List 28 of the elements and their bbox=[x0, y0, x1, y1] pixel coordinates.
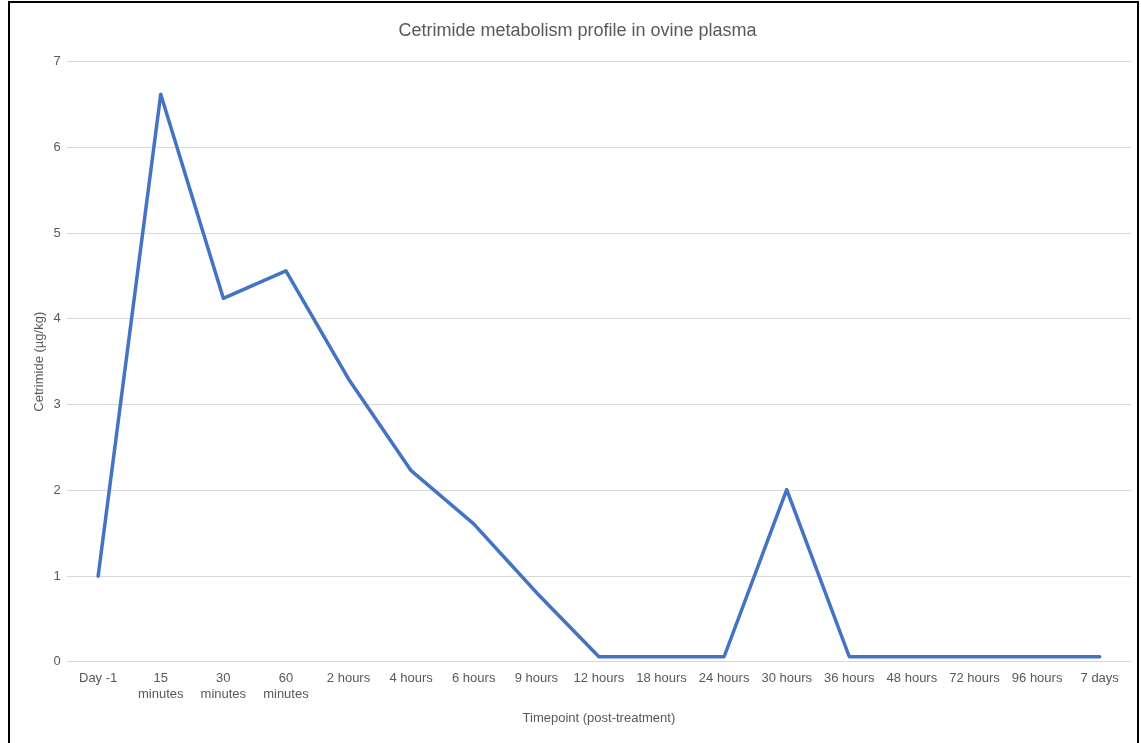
x-tick-label: 24 hours bbox=[698, 669, 750, 685]
y-tick-label: 7 bbox=[53, 53, 61, 69]
x-tick-label: 6 hours bbox=[452, 669, 496, 685]
x-tick-label: 7 days bbox=[1080, 669, 1120, 685]
y-axis-title: Cetrimide (µg/kg) bbox=[31, 311, 47, 412]
x-axis-title: Timepoint (post-treatment) bbox=[522, 709, 676, 725]
y-tick-label: 3 bbox=[53, 396, 61, 412]
x-tick-label: 9 hours bbox=[514, 669, 559, 685]
x-tick-label: 36 hours bbox=[824, 669, 876, 685]
x-tick-label: 30 minutes bbox=[200, 669, 247, 701]
x-tick-label: 18 hours bbox=[636, 669, 688, 685]
x-tick-label: 2 hours bbox=[326, 669, 371, 685]
x-tick-label: 72 hours bbox=[949, 669, 1001, 685]
x-tick-label: 60 minutes bbox=[263, 669, 310, 701]
y-tick-label: 5 bbox=[53, 224, 61, 240]
y-tick-label: 2 bbox=[53, 481, 61, 497]
y-tick-label: 6 bbox=[53, 138, 61, 154]
x-tick-label: 15 minutes bbox=[137, 669, 184, 701]
chart-title: Cetrimide metabolism profile in ovine plasma bbox=[398, 19, 758, 40]
x-tick-label: 96 hours bbox=[1011, 669, 1063, 685]
x-tick-label: Day -1 bbox=[78, 669, 118, 685]
y-tick-label: 4 bbox=[53, 310, 61, 326]
x-tick-label: 12 hours bbox=[573, 669, 625, 685]
x-tick-label: 4 hours bbox=[389, 669, 434, 685]
y-tick-label: 0 bbox=[53, 653, 61, 669]
x-tick-label: 48 hours bbox=[886, 669, 938, 685]
x-tick-label: 30 hours bbox=[761, 669, 813, 685]
y-tick-label: 1 bbox=[53, 567, 61, 583]
